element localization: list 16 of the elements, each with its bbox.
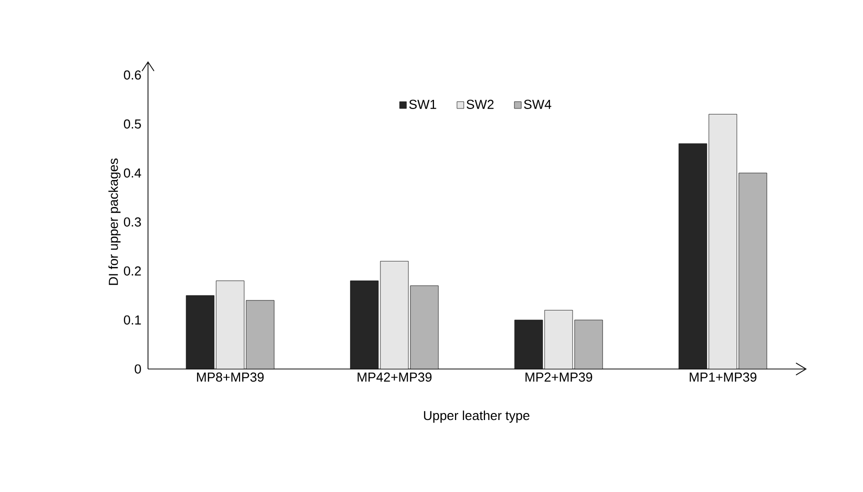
x-axis-title: Upper leather type [424, 410, 530, 423]
x-tick-label: MP42+MP39 [358, 372, 432, 382]
y-tick-label: 0.1 [124, 315, 141, 325]
x-tick-label: MP1+MP39 [690, 372, 756, 382]
legend-label: SW2 [466, 100, 494, 109]
y-tick-label: 0.3 [124, 217, 141, 227]
y-axis-title: DI for upper packages [108, 158, 121, 285]
y-tick-label: 0 [134, 364, 141, 374]
y-tick-label: 0.2 [124, 266, 141, 276]
y-tick-label: 0.4 [124, 168, 142, 178]
x-tick-label: MP8+MP39 [197, 372, 264, 382]
legend-label: SW4 [524, 100, 552, 109]
x-tick-label: MP2+MP39 [526, 372, 592, 382]
y-tick-label: 0.6 [124, 70, 141, 80]
legend-label: SW1 [409, 100, 436, 109]
y-tick-label: 0.5 [124, 119, 141, 129]
